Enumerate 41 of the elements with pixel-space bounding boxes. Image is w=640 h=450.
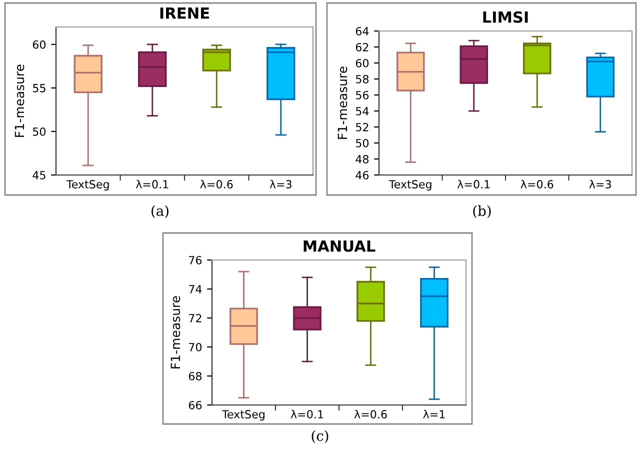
text: (b) bbox=[473, 205, 491, 218]
x-tick-label: λ=3 bbox=[270, 180, 292, 188]
y-axis-title: F1-measure bbox=[338, 66, 348, 139]
y-tick-label: 58 bbox=[356, 74, 369, 84]
y-tick-label: 66 bbox=[188, 400, 202, 410]
y-tick-label: 68 bbox=[188, 372, 202, 380]
y-tick-label: 60 bbox=[32, 40, 46, 49]
y-axis-title: F1-measure bbox=[14, 64, 24, 137]
y-tick-label: 56 bbox=[356, 90, 369, 100]
x-tick-label: λ=0.1 bbox=[457, 180, 490, 188]
y-tick-label: 45 bbox=[32, 171, 46, 180]
x-tick-label: λ=0.6 bbox=[520, 180, 554, 188]
x-tick-label: λ=0.1 bbox=[136, 180, 168, 188]
y-tick-label: 50 bbox=[356, 138, 369, 148]
x-tick-label: λ=0.6 bbox=[354, 410, 387, 418]
x-tick-label: λ=1 bbox=[423, 410, 445, 418]
y-tick-label: 55 bbox=[32, 84, 46, 92]
chart-title: LIMSI bbox=[483, 11, 528, 23]
y-tick-label: 48 bbox=[356, 154, 369, 164]
chart-title: MANUAL bbox=[304, 240, 376, 252]
y-tick-label: 54 bbox=[356, 107, 369, 116]
y-tick-label: 72 bbox=[189, 314, 202, 322]
y-tick-label: 74 bbox=[189, 285, 202, 294]
y-axis-title: F1-measure bbox=[170, 296, 180, 368]
y-tick-label: 60 bbox=[356, 58, 369, 68]
y-tick-label: 46 bbox=[356, 170, 369, 180]
x-tick-label: TextSeg bbox=[222, 410, 264, 421]
chart-title: IRENE bbox=[160, 8, 209, 19]
y-tick-label: 52 bbox=[356, 122, 368, 132]
x-tick-label: TextSeg bbox=[388, 180, 432, 191]
y-tick-label: 50 bbox=[32, 127, 46, 136]
y-tick-label: 70 bbox=[189, 342, 202, 352]
y-tick-label: 64 bbox=[356, 26, 369, 36]
x-tick-label: λ=0.1 bbox=[290, 410, 323, 418]
text: (c) bbox=[312, 430, 328, 443]
text: (a) bbox=[152, 205, 168, 218]
x-tick-label: λ=3 bbox=[589, 180, 611, 188]
x-tick-label: TextSeg bbox=[66, 180, 109, 191]
x-tick-label: λ=0.6 bbox=[200, 180, 233, 188]
y-tick-label: 62 bbox=[356, 42, 368, 52]
y-tick-label: 76 bbox=[189, 256, 202, 264]
